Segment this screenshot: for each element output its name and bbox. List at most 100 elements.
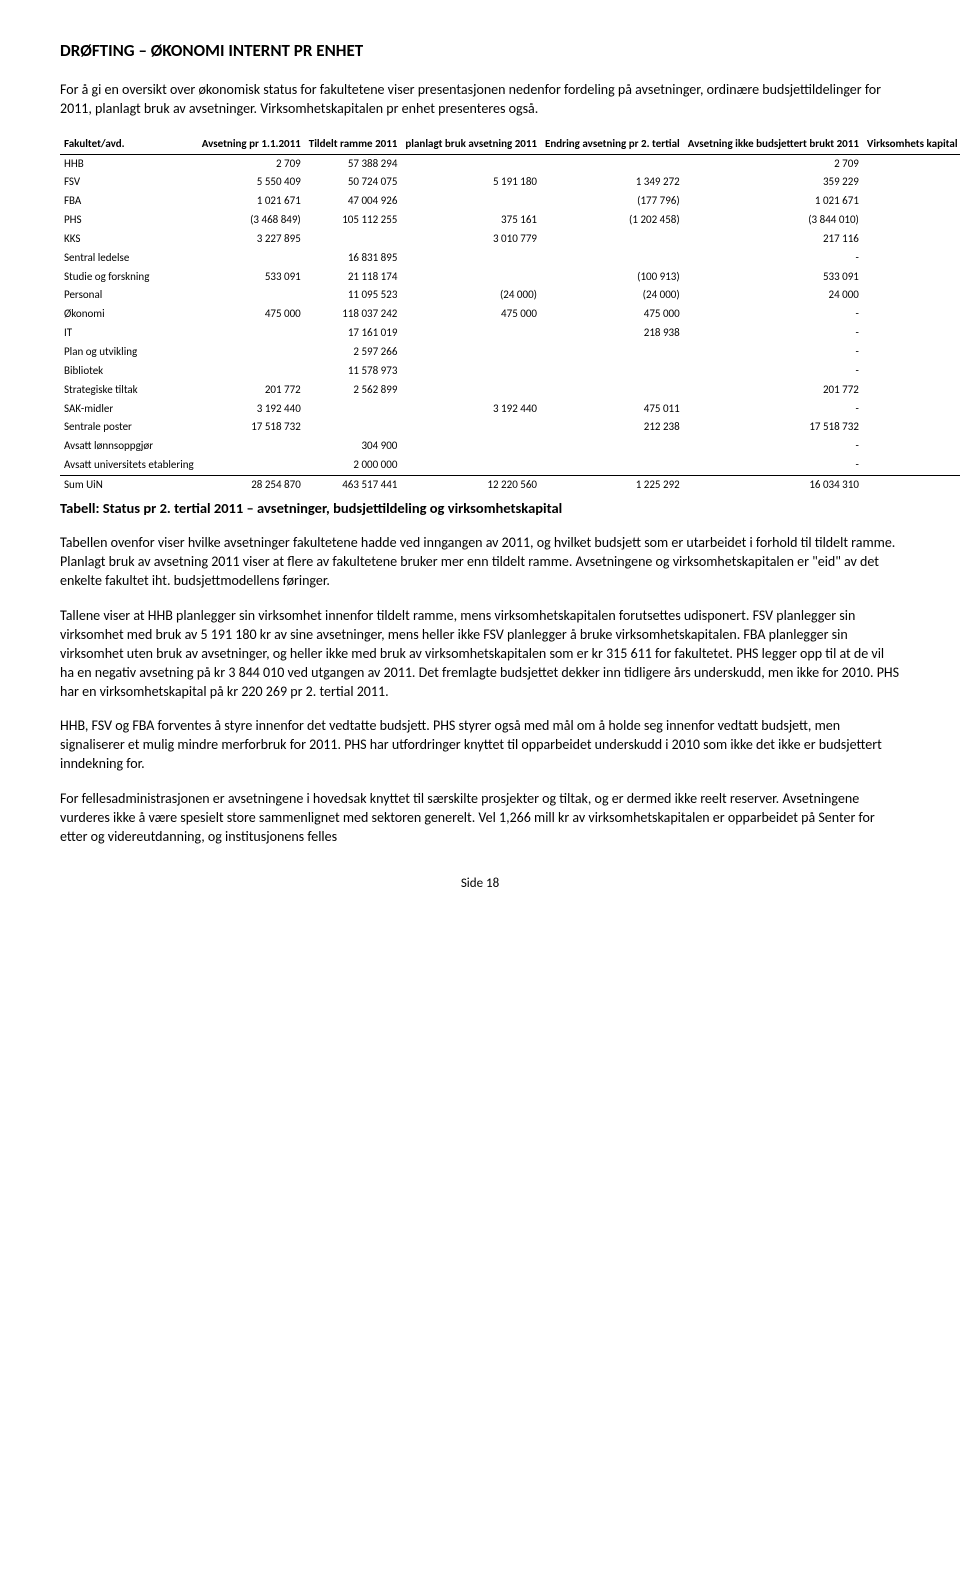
cell [863,230,960,249]
cell: 11 095 523 [305,286,402,305]
cell: (24 000) [541,286,684,305]
table-row: Avsatt lønnsoppgjør 304 900 - [60,437,960,456]
cell: 24 000 [684,286,863,305]
cell: 17 161 019 [305,324,402,343]
table-row: Studie og forskning533 09121 118 174(100… [60,268,960,287]
cell [541,249,684,268]
cell [863,381,960,400]
table-row: Økonomi475 000118 037 242475 000475 000-… [60,305,960,324]
table-row: Strategiske tiltak201 7722 562 899201 77… [60,381,960,400]
cell: 1 266 269 [863,268,960,287]
table-sum-row: Sum UiN 28 254 870 463 517 441 12 220 56… [60,475,960,494]
cell [198,343,305,362]
row-label: Sentrale poster [60,418,198,437]
sum-cell: 28 254 870 [198,475,305,494]
cell [541,230,684,249]
cell: 118 037 242 [305,305,402,324]
cell: - [684,456,863,475]
sum-cell: 16 034 310 [684,475,863,494]
row-label: Økonomi [60,305,198,324]
cell: 2 709 [198,154,305,173]
table-row: FSV5 550 40950 724 0755 191 1801 349 272… [60,173,960,192]
body-paragraph-4: For fellesadministrasjonen er avsetninge… [60,790,900,847]
cell [541,381,684,400]
table-row: SAK-midler3 192 4403 192 440475 011- [60,400,960,419]
table-row: FBA1 021 67147 004 926(177 796)1 021 671… [60,192,960,211]
sum-cell: 1 225 292 [541,475,684,494]
cell: 359 229 [684,173,863,192]
cell [401,381,541,400]
cell [541,456,684,475]
table-header-row: Fakultet/avd. Avsetning pr 1.1.2011 Tild… [60,135,960,154]
cell [863,324,960,343]
cell: 533 091 [198,268,305,287]
cell [863,400,960,419]
cell [863,249,960,268]
cell [401,249,541,268]
body-paragraph-3: HHB, FSV og FBA forventes å styre innenf… [60,717,900,774]
cell: 475 000 [401,305,541,324]
cell: 304 900 [305,437,402,456]
cell: (3 844 010) [684,211,863,230]
col-tildelt: Tildelt ramme 2011 [305,135,402,154]
cell: - [684,362,863,381]
cell: (100 913) [541,268,684,287]
cell [401,362,541,381]
cell: 16 831 895 [305,249,402,268]
cell [863,362,960,381]
cell [541,437,684,456]
cell: 533 091 [684,268,863,287]
cell [541,343,684,362]
body-paragraph-1: Tabellen ovenfor viser hvilke avsetninge… [60,534,900,591]
sum-cell: 463 517 441 [305,475,402,494]
cell: 17 518 732 [684,418,863,437]
cell: 3 227 895 [198,230,305,249]
cell [198,324,305,343]
table-row: Sentrale poster17 518 732212 23817 518 7… [60,418,960,437]
cell: (1 202 458) [541,211,684,230]
row-label: SAK-midler [60,400,198,419]
cell [305,230,402,249]
cell [401,437,541,456]
row-label: Bibliotek [60,362,198,381]
col-ikke-budsjettert: Avsetning ikke budsjettert brukt 2011 [684,135,863,154]
cell: 3 192 440 [401,400,541,419]
cell [305,400,402,419]
table-row: PHS(3 468 849)105 112 255375 161(1 202 4… [60,211,960,230]
cell: 5 550 409 [198,173,305,192]
cell: 375 161 [401,211,541,230]
cell [198,456,305,475]
table-row: Avsatt universitets etablering2 000 000- [60,456,960,475]
cell: - [684,324,863,343]
cell: 2 597 266 [305,343,402,362]
cell [198,286,305,305]
cell: 475 011 [541,400,684,419]
cell: - [684,249,863,268]
cell [863,456,960,475]
cell: 3 010 779 [401,230,541,249]
cell: - [684,437,863,456]
cell: - [684,343,863,362]
page-title: DRØFTING – ØKONOMI INTERNT PR ENHET [60,40,900,63]
cell: (3 468 849) [198,211,305,230]
table-body: HHB2 70957 388 2942 7092 790 286FSV5 550… [60,154,960,475]
cell [863,437,960,456]
sum-label: Sum UiN [60,475,198,494]
cell [401,343,541,362]
row-label: FSV [60,173,198,192]
cell [863,418,960,437]
cell [541,362,684,381]
row-label: Strategiske tiltak [60,381,198,400]
col-planlagt: planlagt bruk avsetning 2011 [401,135,541,154]
page-footer: Side 18 [60,875,900,893]
cell [863,286,960,305]
cell [305,418,402,437]
cell: 475 000 [198,305,305,324]
table-row: KKS3 227 8953 010 779217 116 [60,230,960,249]
col-endring: Endring avsetning pr 2. tertial [541,135,684,154]
row-label: IT [60,324,198,343]
cell [198,362,305,381]
table-row: Plan og utvikling2 597 266- [60,343,960,362]
cell [401,324,541,343]
row-label: Avsatt lønnsoppgjør [60,437,198,456]
